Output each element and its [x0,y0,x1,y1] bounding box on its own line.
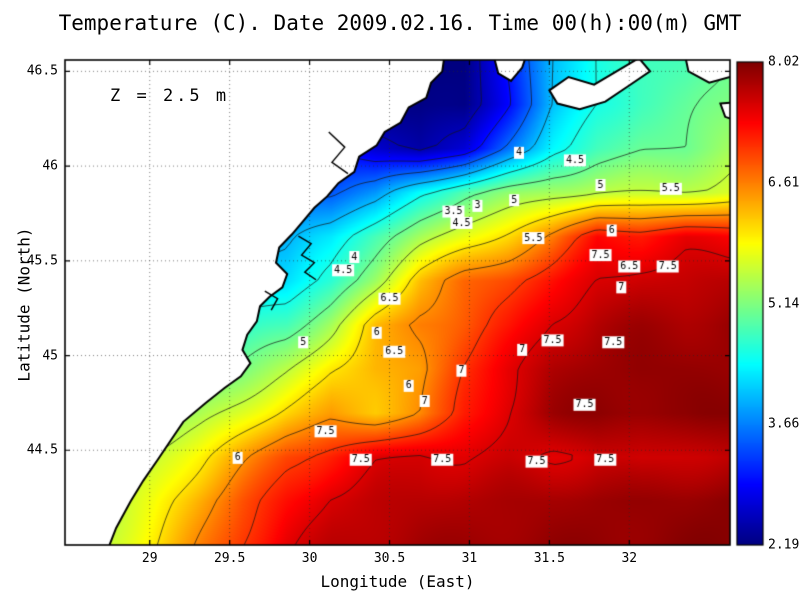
y-tick-label: 45 [42,348,58,364]
y-tick-label: 44.5 [26,442,58,458]
x-tick-label: 29.5 [213,551,246,566]
chart-title: Temperature (C). Date 2009.02.16. Time 0… [58,11,742,35]
colorbar-tick-label: 8.02 [768,54,800,70]
x-tick-label: 29 [141,551,158,566]
y-tick-label: 46 [42,158,58,174]
y-tick-label: 46.5 [26,63,58,79]
x-axis-label: Longitude (East) [320,572,475,591]
y-tick-label: 45.5 [26,253,58,269]
colorbar-tick-label: 2.19 [768,537,800,553]
x-tick-label: 30 [301,551,318,566]
colorbar-tick-label: 3.66 [768,416,800,432]
x-tick-label: 31 [461,551,478,566]
x-tick-label: 31.5 [533,551,566,566]
depth-annotation: Z = 2.5 m [110,86,230,106]
colorbar-tick-label: 5.14 [768,296,800,311]
x-tick-label: 30.5 [373,551,406,566]
colorbar-tick-label: 6.61 [768,175,800,191]
x-tick-label: 32 [621,551,638,566]
